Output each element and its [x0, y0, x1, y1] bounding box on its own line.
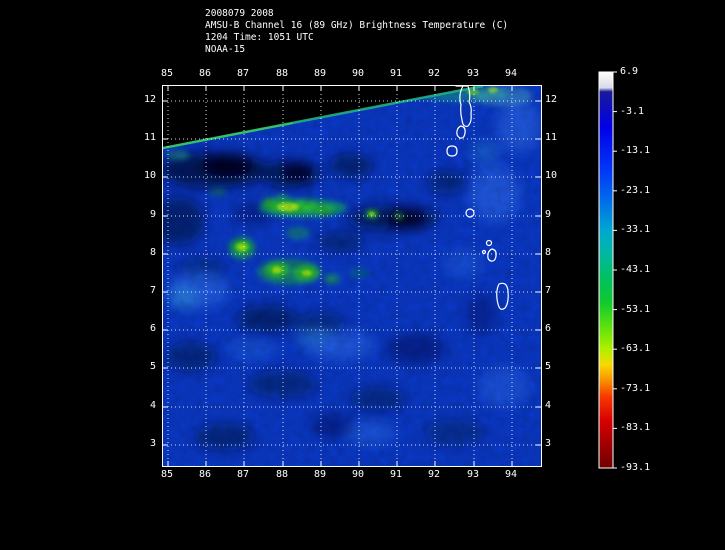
andaman-islands-outline	[455, 86, 472, 127]
x-tick-label-top: 87	[236, 68, 250, 79]
date-line: 2008079 2008	[205, 8, 274, 19]
x-tick-label-top: 88	[275, 68, 289, 79]
x-tick-label-bottom: 92	[427, 469, 441, 480]
colorbar-tick-label: -13.1	[620, 145, 651, 156]
y-tick-label-left: 11	[143, 132, 156, 143]
colorbar-tick-label: -73.1	[620, 383, 651, 394]
x-tick-label-top: 85	[160, 68, 174, 79]
colorbar-tick-label: -3.1	[620, 106, 645, 117]
car-nicobar-outline	[465, 208, 475, 218]
y-tick-label-left: 10	[143, 170, 156, 181]
colorbar-tick-label: -83.1	[620, 422, 651, 433]
y-tick-label-right: 3	[545, 438, 552, 449]
x-tick-label-bottom: 86	[198, 469, 212, 480]
x-tick-label-bottom: 85	[160, 469, 174, 480]
time-line: 1204 Time: 1051 UTC	[205, 32, 314, 43]
data-swath	[163, 86, 541, 466]
y-tick-label-left: 7	[149, 285, 156, 296]
y-tick-label-right: 10	[545, 170, 558, 181]
y-tick-label-left: 8	[149, 247, 156, 258]
y-tick-label-right: 11	[545, 132, 558, 143]
brightness-temperature-map	[163, 86, 541, 466]
colorbar-tick-label: 6.9	[620, 66, 639, 77]
x-tick-label-bottom: 88	[275, 469, 289, 480]
colorbar-ticks	[613, 71, 617, 469]
product-title: AMSU-B Channel 16 (89 GHz) Brightness Te…	[205, 20, 509, 31]
coastlines	[446, 86, 509, 310]
y-tick-label-left: 12	[143, 94, 156, 105]
y-tick-label-left: 9	[149, 209, 156, 220]
x-tick-label-bottom: 89	[313, 469, 327, 480]
x-tick-label-top: 91	[389, 68, 403, 79]
colorbar-tick-label: -63.1	[620, 343, 651, 354]
y-tick-label-right: 7	[545, 285, 552, 296]
grid	[163, 86, 541, 466]
swath-edge	[163, 86, 484, 150]
y-tick-label-right: 6	[545, 323, 552, 334]
x-tick-label-top: 90	[351, 68, 365, 79]
axis-ticks	[163, 86, 541, 466]
colorbar-tick-label: -93.1	[620, 462, 651, 473]
x-tick-label-bottom: 94	[504, 469, 518, 480]
x-tick-label-bottom: 93	[466, 469, 480, 480]
x-tick-label-bottom: 87	[236, 469, 250, 480]
colorbar-tick-label: -33.1	[620, 224, 651, 235]
x-tick-label-top: 89	[313, 68, 327, 79]
x-tick-label-top: 92	[427, 68, 441, 79]
y-tick-label-right: 9	[545, 209, 552, 220]
y-tick-label-left: 3	[149, 438, 156, 449]
colorbar-gradient	[598, 71, 617, 469]
y-tick-label-right: 5	[545, 361, 552, 372]
colorbar	[597, 70, 643, 470]
x-tick-label-top: 86	[198, 68, 212, 79]
x-tick-label-top: 94	[504, 68, 518, 79]
y-tick-label-left: 6	[149, 323, 156, 334]
colorbar-tick-label: -53.1	[620, 304, 651, 315]
y-tick-label-right: 8	[545, 247, 552, 258]
y-tick-label-right: 4	[545, 400, 552, 411]
y-tick-label-right: 12	[545, 94, 558, 105]
x-tick-label-top: 93	[466, 68, 480, 79]
colorbar-tick-label: -43.1	[620, 264, 651, 275]
texture-noise	[163, 86, 541, 466]
great-nicobar-outline	[496, 282, 509, 310]
satellite-line: NOAA-15	[205, 44, 246, 55]
x-tick-label-bottom: 91	[389, 469, 403, 480]
y-tick-label-left: 4	[149, 400, 156, 411]
x-tick-label-bottom: 90	[351, 469, 365, 480]
title-block: 2008079 2008 AMSU-B Channel 16 (89 GHz) …	[205, 8, 508, 56]
y-tick-label-left: 5	[149, 361, 156, 372]
map-plot	[162, 85, 542, 467]
colorbar-tick-label: -23.1	[620, 185, 651, 196]
